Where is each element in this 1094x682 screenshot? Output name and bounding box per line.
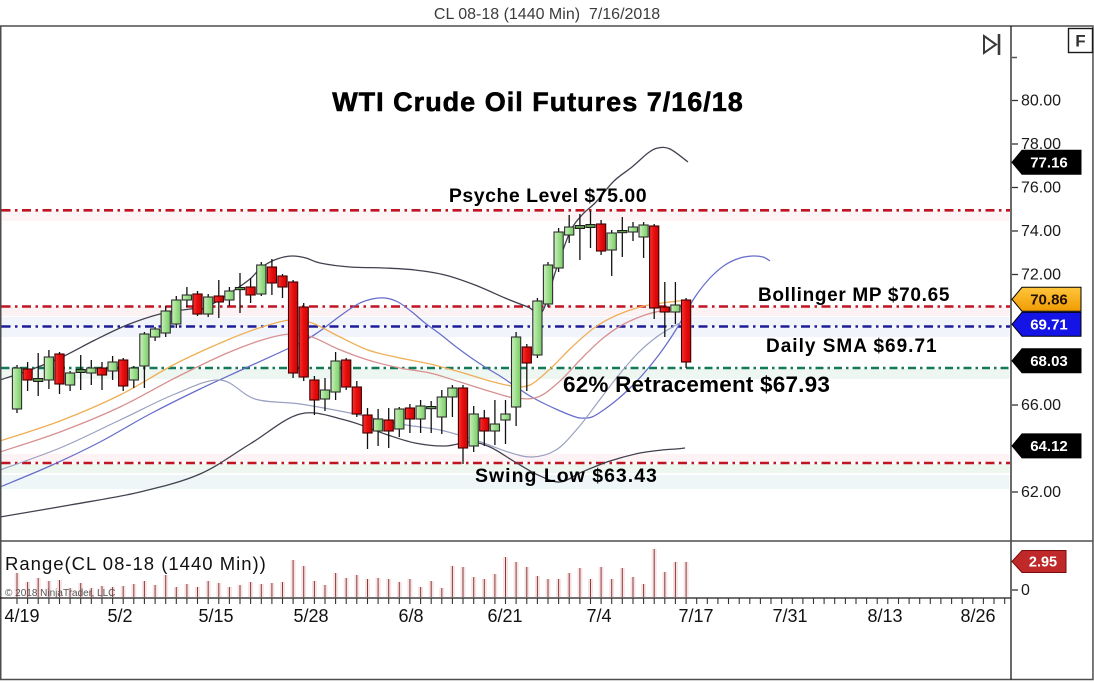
svg-text:78.00: 78.00 (1021, 136, 1061, 153)
svg-text:69.71: 69.71 (1030, 317, 1068, 334)
svg-text:7/17: 7/17 (678, 606, 713, 626)
svg-text:Swing Low $63.43: Swing Low $63.43 (475, 465, 658, 487)
svg-text:8/13: 8/13 (867, 606, 902, 626)
svg-text:Bollinger MP $70.65: Bollinger MP $70.65 (758, 285, 950, 306)
svg-text:68.03: 68.03 (1030, 353, 1068, 370)
svg-text:64.12: 64.12 (1030, 438, 1068, 455)
svg-text:7/4: 7/4 (586, 606, 611, 626)
svg-text:72.00: 72.00 (1021, 267, 1061, 284)
svg-text:62% Retracement $67.93: 62% Retracement $67.93 (563, 372, 830, 397)
svg-text:0: 0 (1021, 582, 1030, 599)
svg-text:4/19: 4/19 (4, 606, 39, 626)
svg-text:62.00: 62.00 (1021, 484, 1061, 501)
svg-text:Daily SMA $69.71: Daily SMA $69.71 (766, 336, 938, 357)
svg-text:5/15: 5/15 (198, 606, 233, 626)
svg-text:77.16: 77.16 (1030, 155, 1068, 172)
svg-text:5/2: 5/2 (107, 606, 132, 626)
svg-text:2.95: 2.95 (1029, 555, 1057, 571)
svg-text:6/8: 6/8 (398, 606, 423, 626)
svg-text:8/26: 8/26 (960, 606, 995, 626)
svg-text:76.00: 76.00 (1021, 180, 1061, 197)
svg-text:© 2018 NinjaTrader, LLC: © 2018 NinjaTrader, LLC (5, 588, 115, 599)
svg-text:70.86: 70.86 (1030, 292, 1068, 309)
svg-text:Range(CL 08-18 (1440 Min)): Range(CL 08-18 (1440 Min)) (5, 553, 267, 574)
svg-text:F: F (1075, 32, 1085, 51)
svg-text:Psyche Level $75.00: Psyche Level $75.00 (449, 185, 647, 207)
svg-text:CL 08-18 (1440 Min) 7/16/2018: CL 08-18 (1440 Min) 7/16/2018 (434, 6, 660, 23)
svg-text:5/28: 5/28 (293, 606, 328, 626)
svg-text:7/31: 7/31 (772, 606, 807, 626)
svg-text:WTI Crude Oil Futures 7/16/18: WTI Crude Oil Futures 7/16/18 (332, 87, 744, 117)
svg-text:66.00: 66.00 (1021, 397, 1061, 414)
svg-text:80.00: 80.00 (1021, 93, 1061, 110)
svg-text:74.00: 74.00 (1021, 223, 1061, 240)
svg-text:6/21: 6/21 (487, 606, 522, 626)
